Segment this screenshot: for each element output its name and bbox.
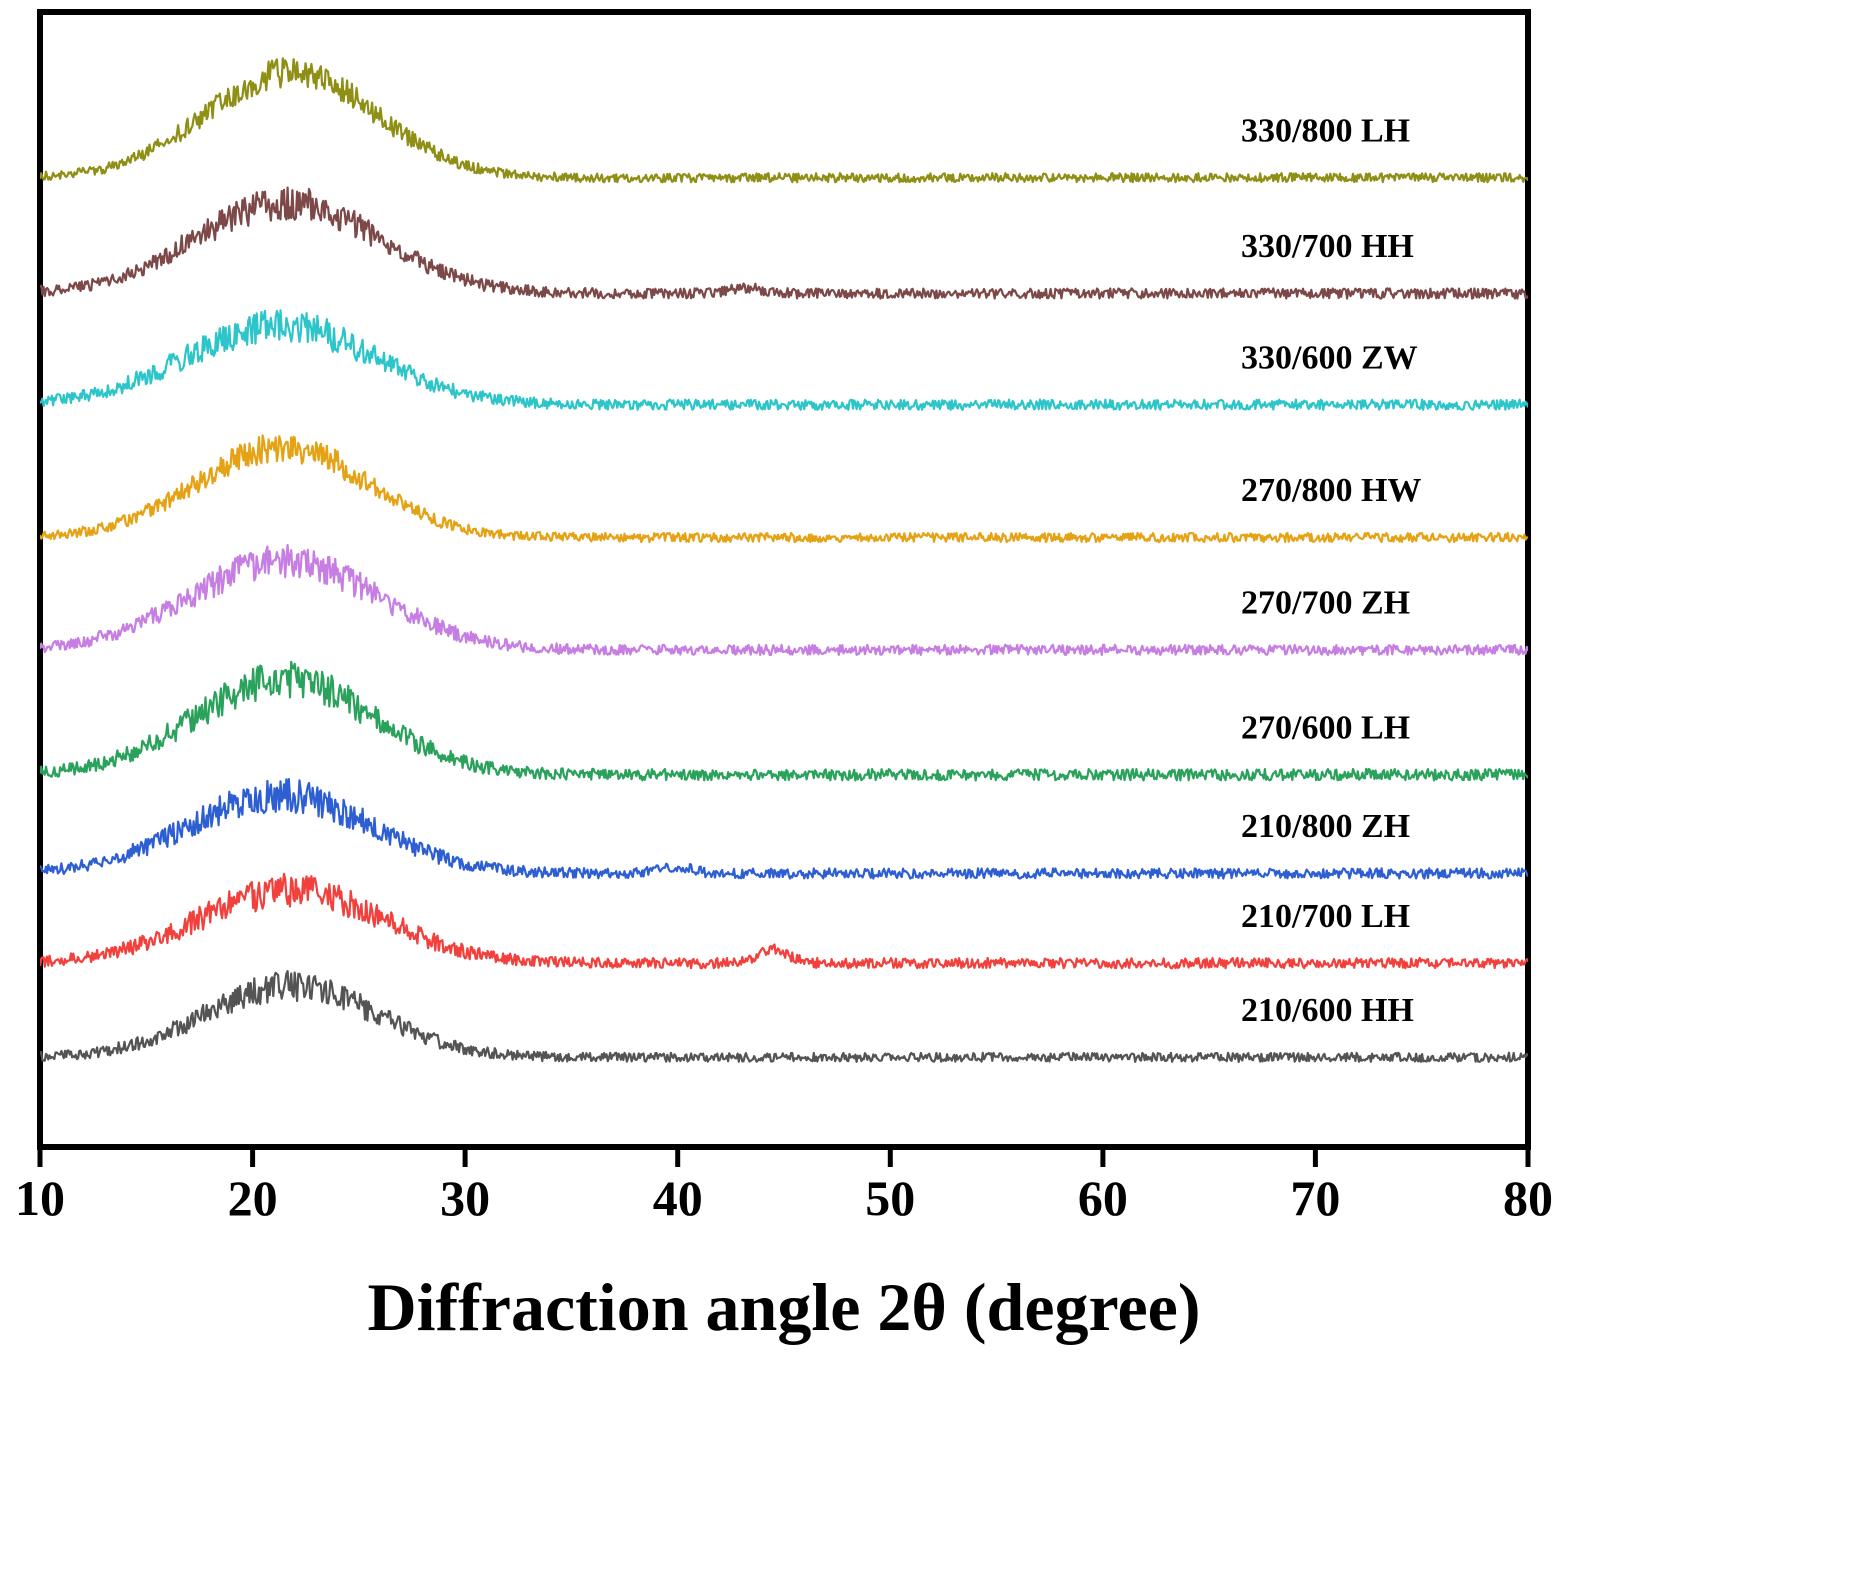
- series-label-210-600-hh: 210/600 HH: [1241, 992, 1414, 1029]
- x-tick-label-30: 30: [440, 1170, 490, 1226]
- series-label-330-600-zw: 330/600 ZW: [1241, 339, 1418, 376]
- xrd-trace-210-700-lh: [40, 872, 1528, 970]
- xrd-trace-330-700-hh: [40, 186, 1528, 300]
- series-label-270-800-hw: 270/800 HW: [1241, 472, 1421, 509]
- xrd-trace-330-800-lh: [40, 57, 1528, 184]
- x-tick-label-60: 60: [1078, 1170, 1128, 1226]
- traces-group: [40, 57, 1528, 1064]
- xrd-trace-210-600-hh: [40, 969, 1528, 1064]
- xrd-trace-210-800-zh: [40, 777, 1528, 880]
- xrd-trace-270-600-lh: [40, 660, 1528, 782]
- x-tick-label-80: 80: [1503, 1170, 1553, 1226]
- series-labels-group: 330/800 LH 330/700 HH 330/600 ZW 270/800 HW…: [1241, 112, 1421, 1029]
- series-label-210-700-lh: 210/700 LH: [1241, 898, 1410, 935]
- series-label-270-600-lh: 270/600 LH: [1241, 709, 1410, 746]
- x-tick-label-70: 70: [1290, 1170, 1340, 1226]
- x-tick-label-10: 10: [15, 1170, 65, 1226]
- x-tick-label-40: 40: [653, 1170, 703, 1226]
- series-label-330-800-lh: 330/800 LH: [1241, 112, 1410, 149]
- x-tick-label-50: 50: [865, 1170, 915, 1226]
- xrd-trace-270-800-hw: [40, 434, 1528, 544]
- x-axis-ticks-group: 10 20 30 40 50 60 70 80: [15, 1147, 1553, 1226]
- series-label-330-700-hh: 330/700 HH: [1241, 228, 1414, 265]
- xrd-trace-330-600-zw: [40, 309, 1528, 411]
- xrd-trace-270-700-zh: [40, 543, 1528, 657]
- x-tick-label-20: 20: [228, 1170, 278, 1226]
- x-axis-label: Diffraction angle 2θ (degree): [368, 1269, 1201, 1345]
- series-label-210-800-zh: 210/800 ZH: [1241, 808, 1410, 845]
- plot-area-border: [37, 9, 1531, 1150]
- series-label-270-700-zh: 270/700 ZH: [1241, 585, 1410, 622]
